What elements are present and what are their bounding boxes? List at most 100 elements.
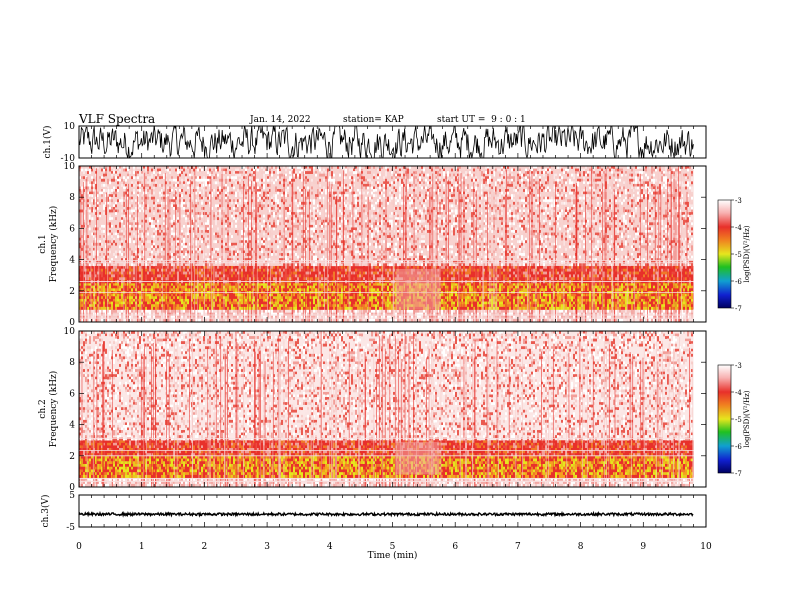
spectrum-cell [87,306,89,310]
spectrum-cell [225,268,227,272]
spectrum-cell [81,306,83,310]
spectrum-cell [295,265,297,269]
spectrum-cell [589,312,591,317]
spectrum-cell [641,285,643,289]
spectrum-cell [635,315,637,320]
spectrum-cell [155,296,157,300]
spectrum-cell [573,285,575,289]
spectrum-cell [245,288,247,292]
spectrum-cell [211,312,213,317]
spectrum-cell [287,265,289,269]
spectrum-cell [339,288,341,292]
spectrum-cell [277,288,279,292]
spectrum-cell [193,298,195,302]
spectrum-cell [201,309,203,313]
spectrum-cell [649,283,651,286]
spectrum-cell [391,298,393,302]
spectrum-cell [623,304,625,308]
spectrum-cell [565,309,567,313]
spectrum-cell [645,301,647,305]
spectrum-cell [249,265,251,269]
spectrum-cell [211,301,213,305]
spectrum-cell [285,285,287,289]
spectrum-cell [533,298,535,302]
spectrum-cell [453,318,455,323]
spectrum-cell [359,283,361,286]
spectrum-cell [383,318,385,323]
spectrum-cell [289,318,291,323]
spectrum-cell [365,288,367,292]
spectrum-cell [509,293,511,297]
spectrum-cell [177,265,179,269]
spectrum-cell [235,271,237,275]
spectrum-cell [467,301,469,305]
spectrum-cell [503,298,505,302]
spectrum-cell [685,309,687,313]
spectrum-cell [441,293,443,297]
spectrum-cell [103,268,105,272]
spectrum-cell [201,306,203,310]
spectrum-cell [89,315,91,320]
spectrum-cell [199,288,201,292]
spectrum-cell [275,271,277,275]
spectrum-cell [389,296,391,300]
spectrum-cell [469,288,471,292]
spectrum-cell [545,304,547,308]
spectrum-cell [449,318,451,323]
spectrum-cell [285,298,287,302]
spectrum-cell [499,315,501,320]
spectrum-cell [391,315,393,320]
spectrum-cell [539,315,541,320]
spectrum-cell [297,301,299,305]
spectrum-cell [527,312,529,317]
spectrum-cell [235,293,237,297]
spectrum-cell [249,315,251,320]
spectrum-cell [151,318,153,323]
spectrum-cell [95,304,97,308]
spectrum-cell [99,304,101,308]
spectrum-cell [523,285,525,289]
spectrum-cell [147,268,149,272]
spectrum-cell [583,285,585,289]
spectrum-cell [279,315,281,320]
spectrum-cell [595,296,597,300]
spectrum-cell [371,315,373,320]
spectrum-cell [501,301,503,305]
spectrum-cell [449,296,451,300]
spectrum-cell [147,285,149,289]
spectrum-cell [193,304,195,308]
spectrum-cell [571,304,573,308]
spectrum-cell [313,293,315,297]
spectrum-cell [145,304,147,308]
spectrum-cell [295,288,297,292]
spectrum-cell [117,277,119,281]
spectrum-cell [185,312,187,317]
spectrum-cell [511,288,513,292]
spectrum-cell [317,309,319,313]
spectrum-cell [233,301,235,305]
spectrum-cell [607,288,609,292]
spectrum-cell [185,301,187,305]
spectrum-cell [99,277,101,281]
spectrum-cell [541,306,543,310]
spectrum-cell [209,312,211,317]
spectrum-cell [159,265,161,269]
spectrum-cell [571,312,573,317]
spectrum-cell [255,312,257,317]
spectrum-cell [217,277,219,281]
spectrum-cell [99,265,101,269]
spectrum-cell [307,277,309,281]
spectrum-cell [301,315,303,320]
spectrum-cell [489,309,491,313]
spectrum-cell [557,288,559,292]
spectrum-cell [187,271,189,275]
spectrum-cell [389,315,391,320]
spectrum-cell [319,304,321,308]
spectrum-cell [395,312,397,317]
spectrum-cell [219,309,221,313]
spectrum-cell [287,283,289,286]
spectrum-cell [205,285,207,289]
spectrum-cell [433,318,435,323]
spectrum-cell [389,306,391,310]
spectrum-cell [121,301,123,305]
